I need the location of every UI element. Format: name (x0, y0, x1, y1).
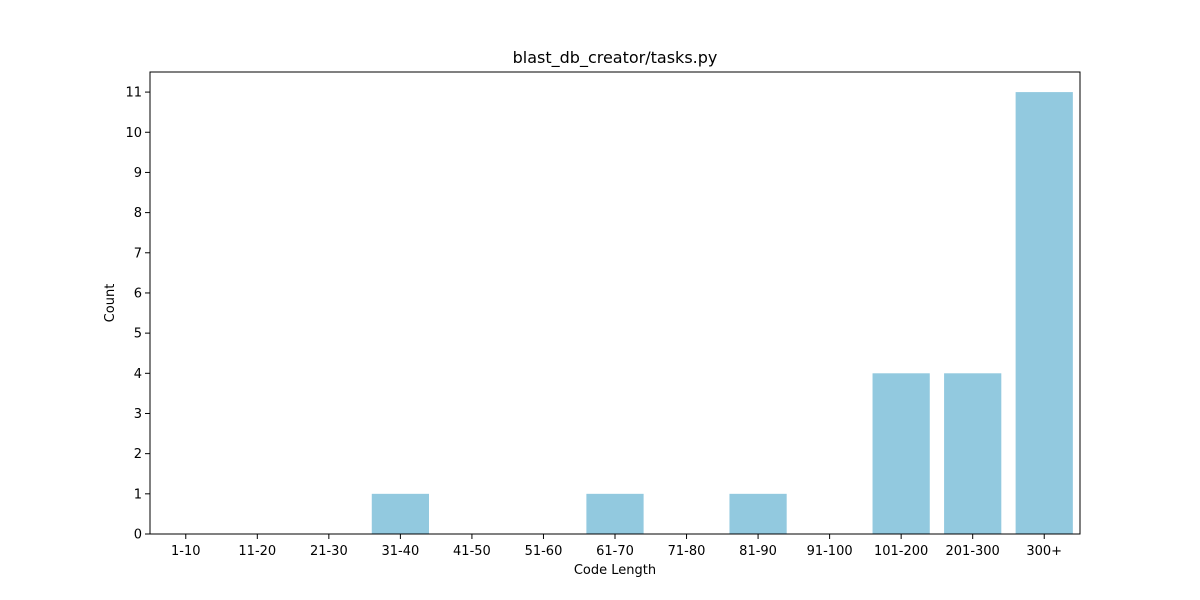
y-tick-label: 9 (134, 166, 142, 181)
x-tick-label: 41-50 (453, 544, 491, 559)
bar-300+ (1015, 92, 1073, 534)
x-tick-label: 21-30 (310, 544, 348, 559)
y-tick-label: 2 (134, 447, 142, 462)
x-tick-label: 1-10 (171, 544, 201, 559)
x-tick-label: 11-20 (238, 544, 276, 559)
y-tick-label: 7 (134, 246, 142, 261)
x-tick-label: 91-100 (807, 544, 853, 559)
x-axis: 1-10 11-20 21-30 31-40 41-50 51-60 61-70 71-80 8… (171, 534, 1062, 559)
x-tick-label: 61-70 (596, 544, 634, 559)
y-tick-label: 0 (134, 528, 142, 543)
x-tick-label: 71-80 (668, 544, 706, 559)
bar-101-200 (872, 373, 930, 534)
x-axis-label: Code Length (574, 563, 656, 578)
x-tick-label: 300+ (1026, 544, 1062, 559)
y-tick-label: 8 (134, 206, 142, 221)
x-tick-label: 201-300 (946, 544, 1000, 559)
y-axis: 0 1 2 3 4 5 6 7 8 9 10 11 (125, 86, 150, 543)
x-tick-label: 101-200 (874, 544, 928, 559)
plot-frame (149, 71, 1081, 535)
y-tick-label: 3 (134, 407, 142, 422)
bars-group (371, 92, 1073, 534)
y-axis-label: Count (103, 284, 118, 323)
y-tick-label: 4 (134, 367, 142, 382)
bar-81-90 (729, 493, 787, 534)
y-tick-label: 11 (125, 86, 142, 101)
chart-title: blast_db_creator/tasks.py (513, 48, 718, 68)
x-tick-label: 81-90 (739, 544, 777, 559)
y-tick-label: 10 (125, 126, 142, 141)
bar-31-40 (371, 493, 429, 534)
bar-201-300 (944, 373, 1002, 534)
x-tick-label: 51-60 (525, 544, 563, 559)
bar-61-70 (586, 493, 644, 534)
y-tick-label: 5 (134, 327, 142, 342)
x-tick-label: 31-40 (381, 544, 419, 559)
y-tick-label: 6 (134, 286, 142, 301)
y-tick-label: 1 (134, 487, 142, 502)
